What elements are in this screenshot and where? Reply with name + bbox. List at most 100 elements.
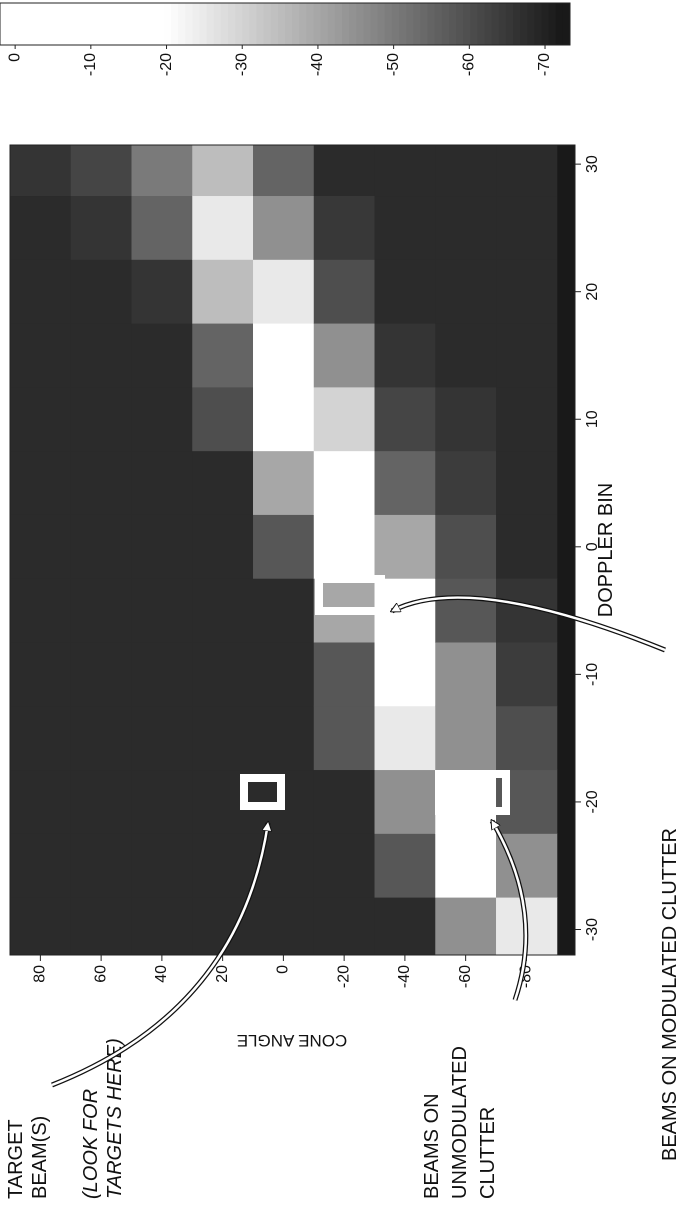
heat-cell: [131, 641, 193, 707]
colorbar-swatch: [534, 3, 542, 45]
colorbar-swatch: [327, 3, 336, 45]
colorbar-swatch: [14, 3, 22, 45]
heat-cell: [496, 145, 558, 197]
colorbar-tick-label: -70: [536, 53, 553, 76]
colorbar-swatch: [498, 3, 507, 45]
colorbar-swatch: [256, 3, 265, 45]
heat-cell: [192, 578, 254, 643]
heat-cell: [10, 323, 72, 388]
heat-cell: [496, 323, 558, 388]
colorbar-swatch: [391, 3, 400, 45]
heat-cell: [435, 450, 497, 515]
colorbar-swatch: [21, 3, 29, 45]
colorbar-swatch: [99, 3, 108, 45]
heat-cell: [131, 195, 193, 260]
colorbar-swatch: [527, 3, 535, 45]
heat-cell: [313, 769, 376, 834]
heat-cell: [496, 195, 558, 260]
x-tick-label: -10: [584, 663, 601, 686]
colorbar-swatch: [377, 3, 386, 45]
heat-cell: [70, 514, 133, 579]
y-tick-label: 0: [275, 965, 292, 974]
heat-cell: [496, 386, 558, 452]
colorbar-tick-label: -40: [309, 53, 326, 76]
heat-cell: [435, 705, 497, 771]
colorbar-swatch: [562, 3, 571, 45]
rotated-figure: DOPPLER BIN CONE ANGLE -30 -20 -10 0 10 20 30 8…: [0, 2, 681, 1199]
colorbar-swatch: [463, 3, 471, 45]
heat-cell: [435, 195, 497, 260]
y-tick-label: 20: [214, 965, 231, 983]
colorbar-swatch: [441, 3, 450, 45]
x-tick-label: -30: [584, 918, 601, 941]
heat-cell: [435, 833, 497, 898]
heat-cell: [374, 641, 436, 707]
heat-cell: [313, 833, 376, 898]
colorbar-swatch: [456, 3, 464, 45]
colorbar-swatch: [7, 3, 15, 45]
heat-cell: [70, 769, 133, 834]
colorbar-swatch: [470, 3, 478, 45]
heat-cell: [496, 450, 558, 515]
colorbar-swatch: [213, 3, 222, 45]
heat-cell: [131, 578, 193, 643]
heat-cell: [374, 514, 436, 579]
x-tick-label: -20: [584, 790, 601, 813]
colorbar-swatch: [513, 3, 521, 45]
colorbar-swatch: [249, 3, 257, 45]
heat-cell: [70, 641, 133, 707]
colorbar-swatch: [220, 3, 229, 45]
colorbar-swatch: [448, 3, 457, 45]
heat-cell: [131, 897, 193, 955]
heat-cell: [10, 641, 72, 707]
heat-cell: [192, 323, 254, 388]
heat-cell: [374, 145, 436, 197]
annotation-text: UNMODULATED: [449, 1046, 471, 1199]
heat-cell: [374, 386, 436, 452]
colorbar-tick-label: -30: [233, 53, 250, 76]
colorbar-swatch: [35, 3, 44, 45]
annotation-text: BEAMS ON MODULATED CLUTTER: [659, 828, 681, 1161]
colorbar-swatch: [370, 3, 379, 45]
heatmap: [10, 145, 575, 955]
colorbar-swatch: [156, 3, 165, 45]
heat-cell: [253, 259, 315, 324]
heat-cell: [496, 578, 558, 643]
heat-cell: [374, 705, 436, 771]
heat-cell: [374, 833, 436, 898]
unmodulated-box: [435, 770, 510, 815]
colorbar-swatch: [320, 3, 329, 45]
heat-cell: [253, 705, 315, 771]
colorbar-swatch: [149, 3, 158, 45]
heat-cell: [253, 578, 315, 643]
heat-cell: [496, 705, 558, 771]
colorbar-swatch: [242, 3, 250, 45]
y-axis-label: CONE ANGLE: [237, 1031, 348, 1050]
heat-cell: [192, 833, 254, 898]
heat-cell: [10, 514, 72, 579]
heat-cell: [70, 705, 133, 771]
colorbar-swatch: [399, 3, 407, 45]
annotation-layer: [51, 575, 666, 1088]
colorbar-swatch: [406, 3, 414, 45]
heat-cell: [313, 145, 376, 197]
heat-cell: [374, 323, 436, 388]
y-tick-label: 80: [32, 965, 49, 983]
colorbar-swatch: [49, 3, 58, 45]
y-tick-label: 40: [153, 965, 170, 983]
colorbar-swatch: [427, 3, 436, 45]
colorbar-swatch: [420, 3, 428, 45]
colorbar-swatch: [235, 3, 243, 45]
heat-cell: [313, 450, 376, 515]
heat-cell: [70, 450, 133, 515]
colorbar-swatch: [0, 3, 8, 45]
annotation-text: CLUTTER: [477, 1107, 499, 1199]
heat-cell: [253, 386, 315, 452]
colorbar-swatch: [555, 3, 564, 45]
heat-cell: [253, 514, 315, 579]
heat-cell: [435, 145, 497, 197]
heat-cell: [435, 897, 497, 955]
y-tick-label: 60: [92, 965, 109, 983]
modulated-box: [315, 575, 385, 615]
